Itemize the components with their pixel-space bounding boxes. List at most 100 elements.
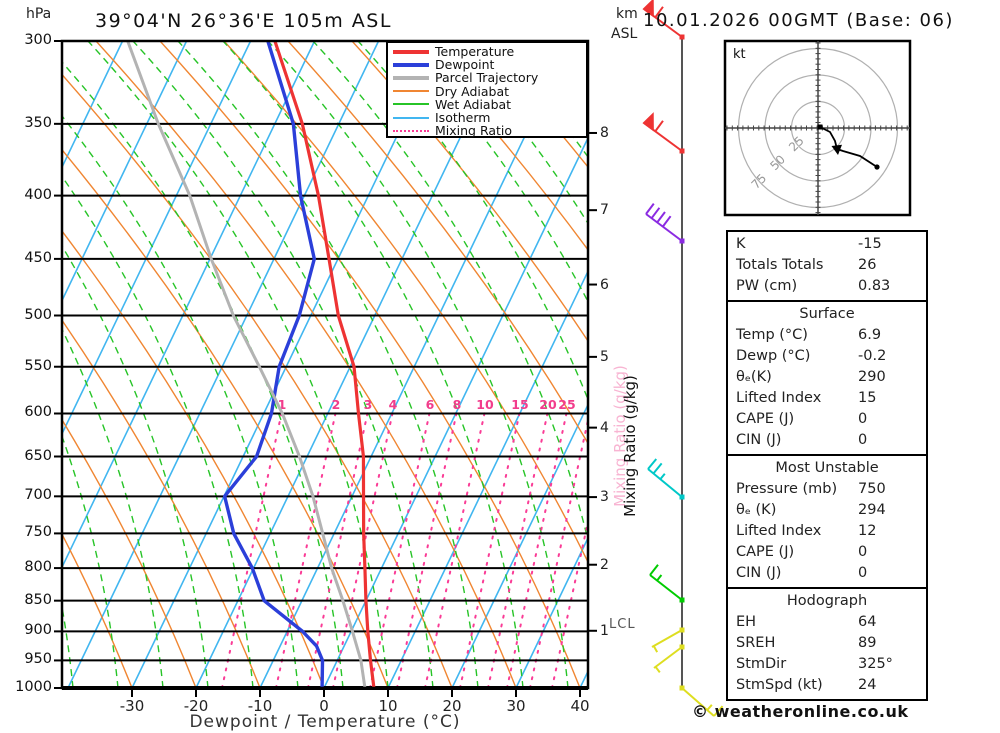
km-tick-label: 5 [600, 348, 609, 365]
mixing-ratio-line [506, 410, 568, 688]
legend-item: Temperature [393, 44, 586, 60]
lcl-marker-label: LCL [609, 617, 636, 632]
wet-adiabat-line [87, 41, 389, 688]
isotherm-line [67, 41, 380, 688]
legend-swatch-parcel-trajectory [393, 75, 429, 80]
dry-adiabat-line [62, 318, 261, 688]
isotherm-line [451, 402, 588, 688]
legend-label: Temperature [435, 44, 515, 60]
wet-adiabat-line [62, 434, 119, 688]
legend-label: Isotherm [435, 110, 491, 126]
wet-adiabat-line [62, 115, 299, 688]
isotherm-line [323, 136, 588, 688]
wind-barb [642, 0, 685, 40]
stats-value: 0 [858, 565, 868, 581]
temp-tick-label: -20 [183, 697, 209, 715]
legend-swatch-temperature [393, 49, 429, 54]
isotherm-line [62, 41, 124, 170]
hodograph-unit-label: kt [733, 47, 746, 62]
stats-row: θₑ (K) 294 [728, 500, 926, 521]
stats-row: CAPE (J) 0 [728, 409, 926, 430]
km-tick-label: 6 [600, 276, 609, 293]
stats-label: Pressure (mb) [736, 481, 838, 497]
dry-adiabat-line [62, 532, 133, 688]
stats-value: 325° [858, 656, 893, 672]
pressure-tick-label: 300 [24, 32, 52, 48]
dry-adiabat-line [62, 229, 325, 688]
curve-temperature [273, 41, 376, 688]
pressure-tick-label: 600 [24, 404, 52, 421]
station-title: 39°04'N 26°36'E 105m ASL [95, 10, 392, 32]
legend-item: Parcel Trajectory [393, 70, 586, 85]
stats-value: 24 [858, 677, 877, 693]
dry-adiabat-line [62, 148, 389, 688]
stats-value: 0 [858, 544, 868, 560]
legend-label: Dry Adiabat [435, 83, 510, 99]
stats-section-title: Most Unstable [775, 460, 879, 476]
stats-panel: K -15 Totals Totals 26 PW (cm) 0.83 Surface Tem… [726, 230, 928, 701]
mixing-ratio-value-label: 10 [476, 397, 494, 412]
temp-tick-label: 10 [378, 697, 398, 715]
altitude-unit-km: km [616, 6, 638, 22]
wet-adiabat-line [62, 244, 209, 688]
mixing-ratio-axis-label: Mixing Ratio (g/kg) [621, 375, 639, 517]
pressure-tick-label: 950 [24, 651, 52, 668]
isotherm-line [62, 41, 188, 303]
pressure-tick-label: 900 [24, 622, 52, 639]
stats-value: 0 [858, 432, 868, 448]
stats-label: SREH [736, 635, 776, 651]
pressure-tick-label: 450 [24, 249, 52, 266]
stats-value: 0 [858, 411, 868, 427]
pressure-tick-label: 500 [24, 306, 52, 323]
stats-row: θₑ(K) 290 [728, 367, 926, 388]
stats-value: 294 [858, 502, 886, 518]
mixing-ratio-value-label: 6 [426, 397, 435, 412]
dry-adiabat-line [287, 41, 588, 445]
legend-swatch-isotherm [393, 116, 429, 119]
stats-label: StmDir [736, 656, 787, 672]
km-tick-label: 4 [600, 419, 609, 436]
wet-adiabat-line [177, 41, 479, 688]
stats-label: CIN (J) [736, 432, 782, 448]
run-datetime-title: 10.01.2026 00GMT (Base: 06) [643, 10, 954, 31]
mixing-ratio-value-label: 8 [453, 397, 462, 412]
wind-barb [642, 112, 685, 154]
km-tick-label: 2 [600, 556, 609, 573]
axis-ticks [131, 131, 597, 697]
hodograph-trace-arrow [831, 144, 842, 155]
stats-row: Lifted Index 12 [728, 521, 926, 542]
hodograph-origin-marker [817, 124, 823, 130]
stats-label: θₑ(K) [736, 369, 772, 385]
stats-row: EH 64 [728, 612, 926, 633]
stats-label: CIN (J) [736, 565, 782, 581]
mixing-ratio-line [369, 410, 431, 688]
isotherm-line [62, 41, 252, 436]
wind-barb [649, 564, 685, 603]
mixing-ratio-value-label: 4 [389, 397, 398, 412]
pressure-tick-label: 850 [24, 591, 52, 608]
stats-row: CIN (J) 0 [728, 430, 926, 451]
km-tick-label: 1 [600, 622, 609, 639]
stats-row: CIN (J) 0 [728, 563, 926, 584]
stats-row: CAPE (J) 0 [728, 542, 926, 563]
temp-tick-label: -10 [247, 697, 273, 715]
legend-item: Wet Adiabat [393, 97, 586, 112]
pressure-tick-label: 700 [24, 487, 52, 504]
pressure-tick-label: 650 [24, 447, 52, 464]
wind-barb [645, 203, 685, 244]
isotherm-line [195, 41, 508, 688]
wet-adiabat-line [312, 41, 588, 544]
isotherm-line [259, 41, 572, 688]
stats-row: K -15 [728, 234, 926, 255]
mixing-ratio-value-label: 15 [511, 397, 528, 412]
stats-label: Totals Totals [736, 257, 824, 273]
pressure-tick-label: 550 [24, 357, 52, 374]
stats-label: Temp (°C) [736, 327, 808, 343]
km-tick-label: 3 [600, 489, 609, 506]
legend-item: Dry Adiabat [393, 83, 586, 99]
stats-label: StmSpd (kt) [736, 677, 823, 693]
wind-barb [647, 458, 685, 500]
stats-value: -15 [858, 236, 882, 252]
